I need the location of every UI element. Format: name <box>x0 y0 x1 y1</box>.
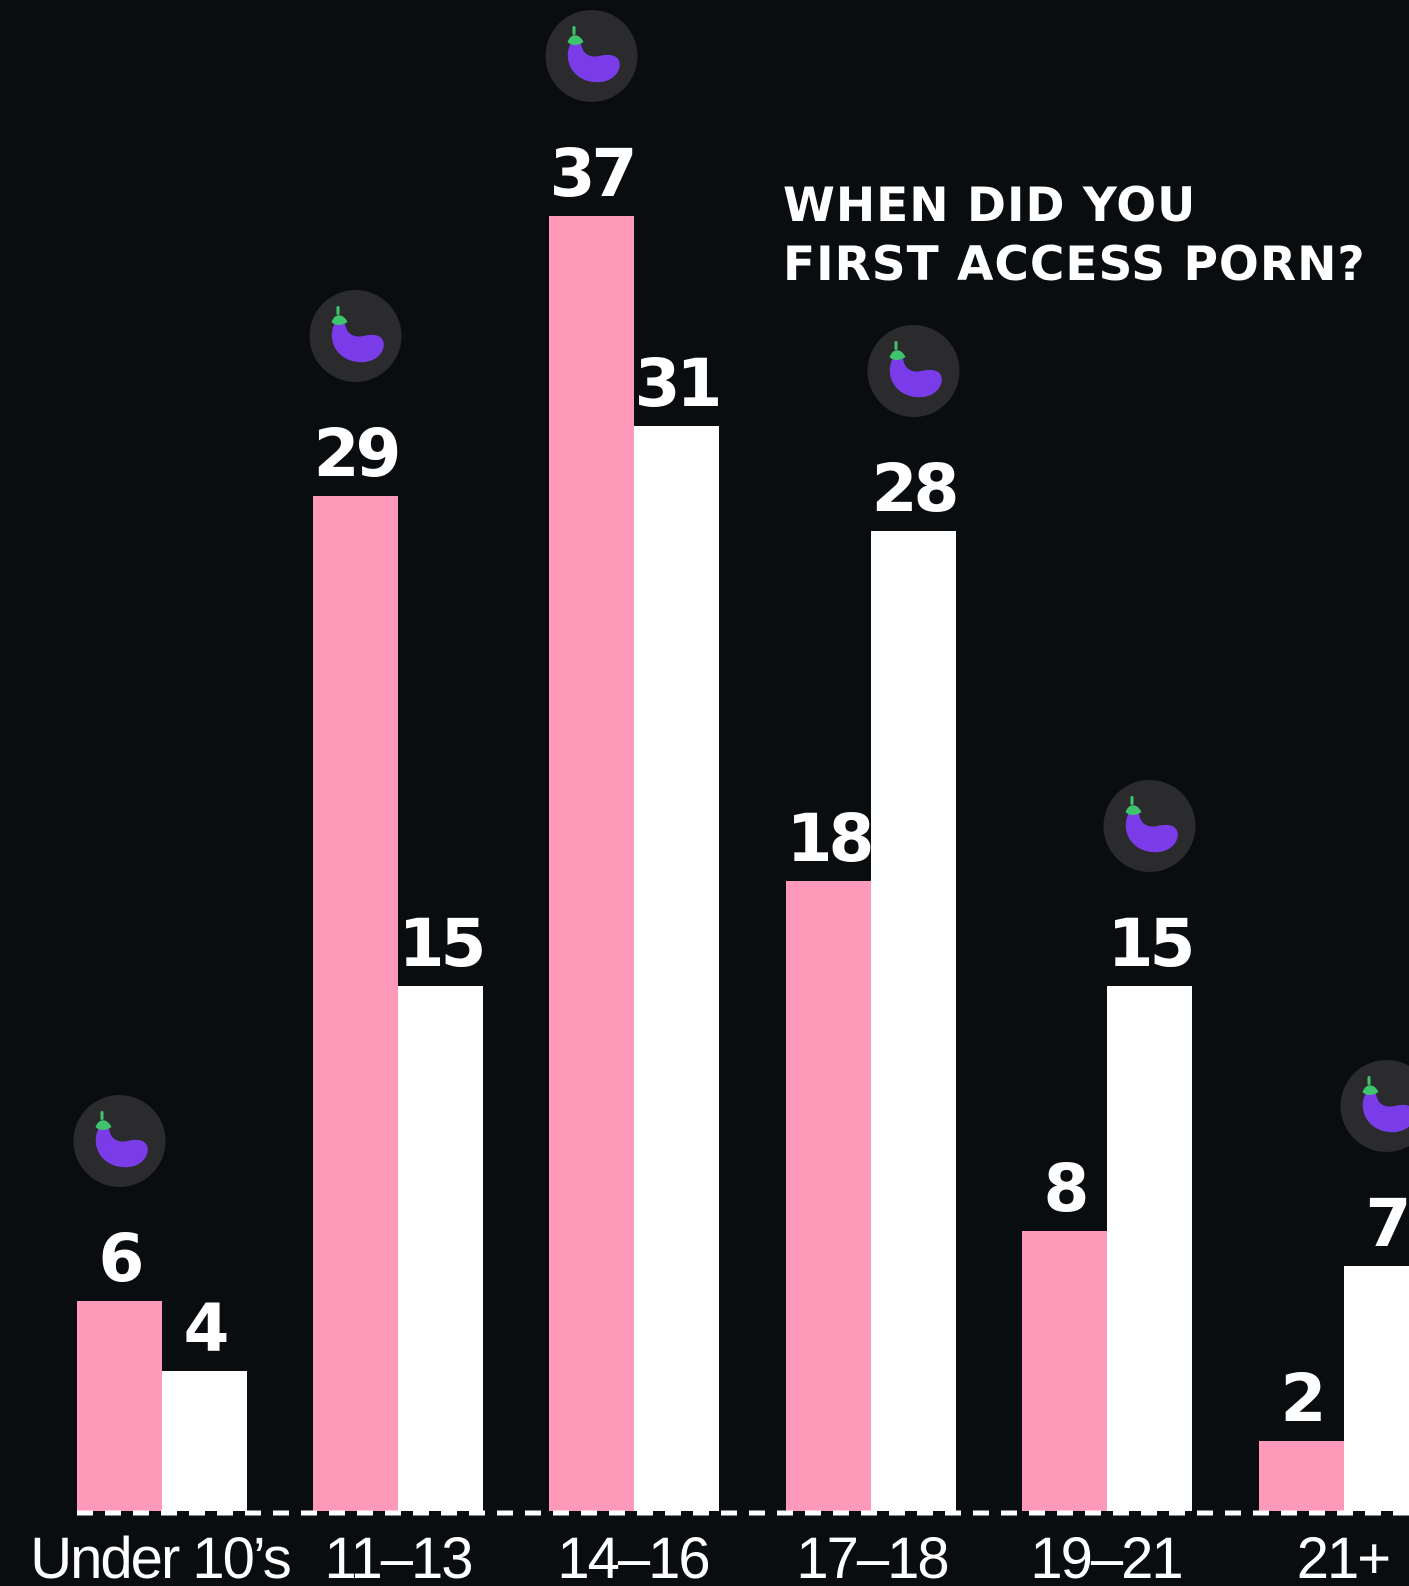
data-label-pink-4: 8 <box>1044 1150 1086 1227</box>
bar-white-3 <box>871 531 956 1511</box>
x-tick-label-2: 14–16 <box>557 1526 708 1586</box>
chart-title-line-1: WHEN DID YOU <box>783 178 1197 233</box>
bar-pink-5 <box>1259 1441 1344 1511</box>
data-label-white-2: 31 <box>635 345 719 422</box>
data-label-pink-2: 37 <box>550 135 634 212</box>
data-label-white-1: 15 <box>399 905 483 982</box>
data-label-white-3: 28 <box>872 450 956 527</box>
eggplant-icon <box>1103 780 1196 872</box>
bar-white-2 <box>634 426 719 1511</box>
data-label-pink-5: 2 <box>1281 1360 1323 1437</box>
data-label-white-0: 4 <box>184 1290 227 1367</box>
eggplant-icon <box>309 290 402 382</box>
x-tick-label-1: 11–13 <box>325 1526 472 1586</box>
bar-pink-4 <box>1022 1231 1107 1511</box>
bar-pink-0 <box>77 1301 162 1511</box>
x-tick-label-3: 17–18 <box>796 1526 947 1586</box>
bar-pink-2 <box>549 216 634 1511</box>
chart-title-line-2: FIRST ACCESS PORN? <box>783 237 1366 292</box>
data-label-white-4: 15 <box>1108 905 1192 982</box>
bar-white-4 <box>1107 986 1192 1511</box>
x-tick-label-5: 21+ <box>1297 1526 1390 1586</box>
bar-white-5 <box>1344 1266 1409 1511</box>
bar-white-0 <box>162 1371 247 1511</box>
data-label-pink-3: 18 <box>787 800 871 877</box>
x-tick-label-0: Under 10’s <box>30 1526 289 1586</box>
bar-pink-3 <box>786 881 871 1511</box>
data-label-white-5: 7 <box>1366 1185 1408 1262</box>
eggplant-icon <box>545 10 638 102</box>
eggplant-icon <box>73 1095 166 1187</box>
x-tick-label-4: 19–21 <box>1030 1526 1181 1586</box>
eggplant-icon <box>1340 1060 1409 1152</box>
data-label-pink-1: 29 <box>314 415 398 492</box>
bar-pink-1 <box>313 496 398 1511</box>
eggplant-icon <box>867 325 960 417</box>
chart-title: WHEN DID YOU FIRST ACCESS PORN? <box>783 176 1366 294</box>
bar-white-1 <box>398 986 483 1511</box>
data-label-pink-0: 6 <box>99 1220 142 1297</box>
